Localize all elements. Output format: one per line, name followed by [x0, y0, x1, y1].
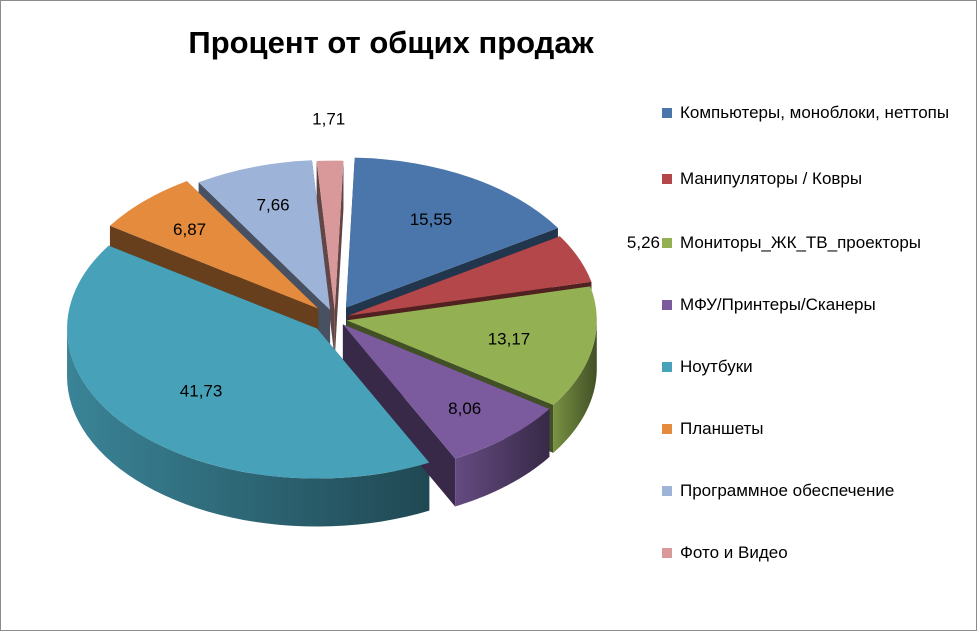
data-label-1: 5,26: [627, 233, 660, 252]
legend-item-6: Программное обеспечение: [662, 479, 950, 503]
legend-label: Манипуляторы / Ковры: [680, 169, 863, 188]
data-label-5: 6,87: [173, 220, 206, 239]
legend-label: МФУ/Принтеры/Сканеры: [680, 295, 876, 314]
data-label-4: 41,73: [180, 381, 223, 400]
slice-side-7: [316, 160, 344, 359]
legend-swatch: [662, 486, 672, 496]
legend-label: Фото и Видео: [680, 543, 788, 562]
legend-item-2: Мониторы_ЖК_ТВ_проекторы: [662, 231, 950, 255]
legend-item-0: Компьютеры, моноблоки, неттопы: [662, 101, 950, 125]
legend-swatch: [662, 108, 672, 118]
chart-title: Процент от общих продаж: [188, 25, 594, 60]
legend-item-1: Манипуляторы / Ковры: [662, 167, 950, 191]
legend-item-3: МФУ/Принтеры/Сканеры: [662, 293, 950, 317]
pie-slice-4: [67, 245, 430, 479]
data-label-6: 7,66: [257, 195, 290, 214]
legend-item-7: Фото и Видео: [662, 541, 950, 565]
legend-label: Планшеты: [680, 419, 764, 438]
legend-swatch: [662, 362, 672, 372]
pie-slice-3: [342, 324, 550, 459]
legend-label: Программное обеспечение: [680, 481, 895, 500]
legend-label: Мониторы_ЖК_ТВ_проекторы: [680, 233, 922, 252]
pie-slice-0: [345, 157, 558, 308]
legend-swatch: [662, 238, 672, 248]
legend-swatch: [662, 548, 672, 558]
legend-item-5: Планшеты: [662, 417, 950, 441]
pie-slice-1: [347, 236, 592, 316]
legend-label: Компьютеры, моноблоки, неттопы: [680, 103, 950, 122]
pie-slice-6: [198, 160, 331, 310]
data-label-2: 13,17: [488, 330, 531, 349]
legend-label: Ноутбуки: [680, 357, 753, 376]
pie-slice-7: [316, 160, 344, 311]
legend-swatch: [662, 174, 672, 184]
legend-swatch: [662, 300, 672, 310]
data-label-0: 15,55: [410, 210, 453, 229]
legend-swatch: [662, 424, 672, 434]
data-label-7: 1,71: [312, 110, 345, 129]
legend-item-4: Ноутбуки: [662, 355, 950, 379]
data-label-3: 8,06: [448, 399, 481, 418]
pie-slice-5: [109, 181, 319, 309]
pie-slice-2: [346, 286, 597, 405]
